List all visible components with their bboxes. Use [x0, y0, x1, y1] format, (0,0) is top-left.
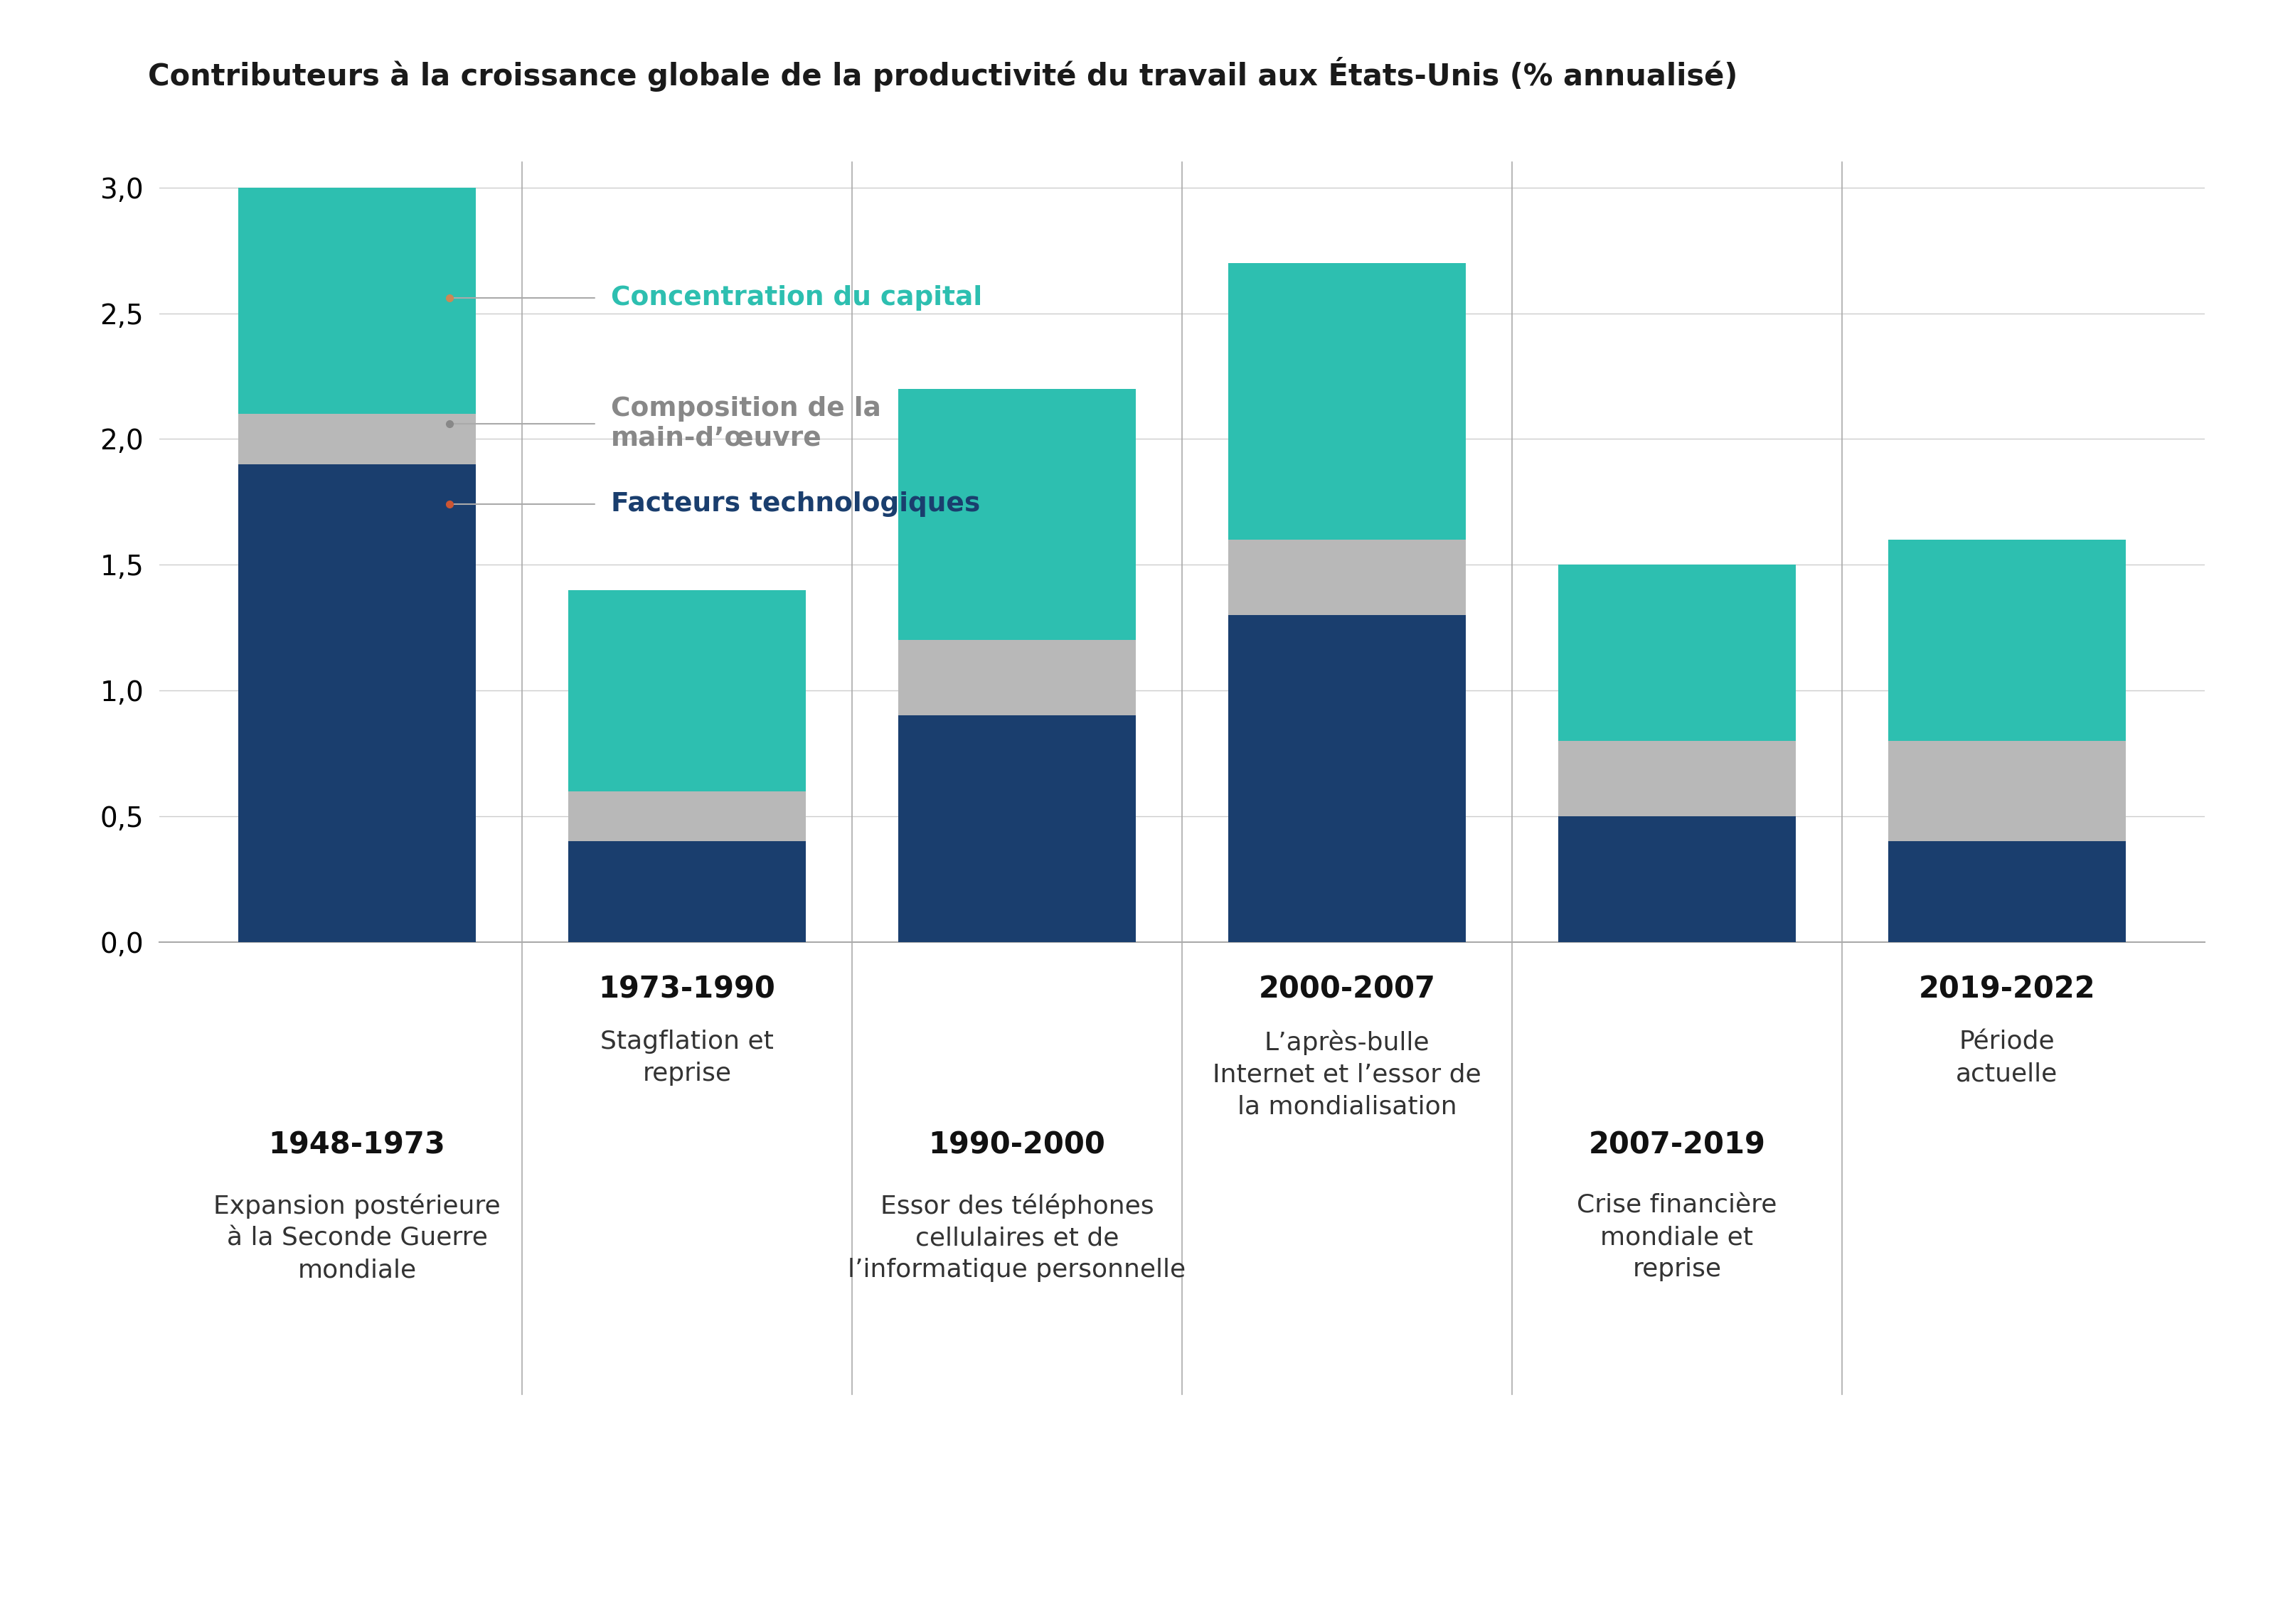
Text: Facteurs technologiques: Facteurs technologiques — [611, 492, 980, 516]
Bar — [1227, 539, 1466, 615]
Text: Essor des téléphones
cellulaires et de
l’informatique personnelle: Essor des téléphones cellulaires et de l… — [848, 1194, 1187, 1283]
Bar — [1227, 263, 1466, 539]
Bar — [898, 640, 1136, 716]
Text: 2000-2007: 2000-2007 — [1259, 974, 1437, 1005]
Bar — [1227, 615, 1466, 942]
Text: 1990-2000: 1990-2000 — [927, 1130, 1105, 1161]
Bar — [1889, 741, 2125, 841]
Text: 1948-1973: 1948-1973 — [268, 1130, 446, 1161]
Bar — [1557, 565, 1796, 741]
Text: Stagflation et
reprise: Stagflation et reprise — [600, 1030, 773, 1086]
Text: 1973-1990: 1973-1990 — [598, 974, 775, 1005]
Text: 2019-2022: 2019-2022 — [1918, 974, 2096, 1005]
Bar — [239, 464, 475, 942]
Bar — [1889, 841, 2125, 942]
Text: Période
actuelle: Période actuelle — [1955, 1030, 2057, 1086]
Bar — [1557, 817, 1796, 942]
Bar — [898, 388, 1136, 640]
Bar — [568, 590, 807, 791]
Text: Concentration du capital: Concentration du capital — [611, 286, 982, 310]
Bar — [898, 716, 1136, 942]
Text: Expansion postérieure
à la Seconde Guerre
mondiale: Expansion postérieure à la Seconde Guerr… — [214, 1194, 500, 1283]
Bar — [239, 187, 475, 414]
Bar — [568, 841, 807, 942]
Text: Composition de la
main-d’œuvre: Composition de la main-d’œuvre — [611, 396, 882, 451]
Bar — [568, 791, 807, 841]
Text: Contributeurs à la croissance globale de la productivité du travail aux États-Un: Contributeurs à la croissance globale de… — [148, 57, 1737, 91]
Bar — [1557, 741, 1796, 817]
Text: Crise financière
mondiale et
reprise: Crise financière mondiale et reprise — [1577, 1194, 1777, 1281]
Text: L’après-bulle
Internet et l’essor de
la mondialisation: L’après-bulle Internet et l’essor de la … — [1214, 1030, 1482, 1119]
Bar — [1889, 539, 2125, 741]
Text: 2007-2019: 2007-2019 — [1589, 1130, 1766, 1161]
Bar — [239, 414, 475, 464]
